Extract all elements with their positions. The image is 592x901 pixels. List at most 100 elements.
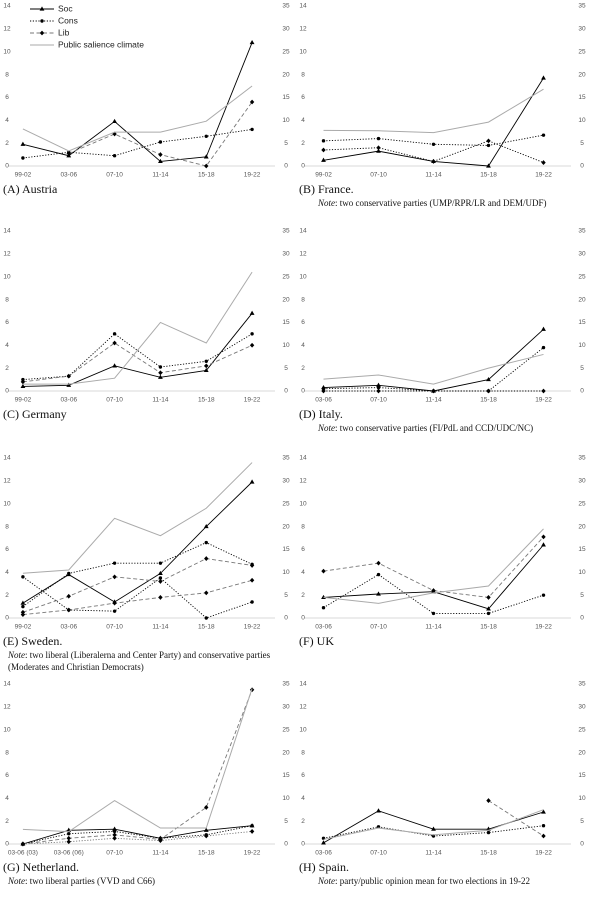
x-tick-label: 19-22 xyxy=(244,397,261,404)
marker xyxy=(39,30,45,36)
y2-tick-label: 15 xyxy=(578,94,586,101)
y-tick-label: 0 xyxy=(5,841,9,848)
note: Note: two conservative parties (UMP/RPR/… xyxy=(318,197,592,209)
series-line xyxy=(22,462,253,574)
x-tick-label: 03-06 (06) xyxy=(54,850,84,857)
marker xyxy=(66,373,71,379)
panel: 0 2 4 6 8 10 12 14 0 5 10 15 20 25 30 35 99-02 07-10 11-14… xyxy=(299,3,586,179)
marker xyxy=(376,382,381,387)
y2-tick-label: 25 xyxy=(578,500,586,507)
x-tick-label: 99-02 xyxy=(15,624,32,631)
x-tick-label: 19-22 xyxy=(535,172,552,179)
y2-tick-label: 25 xyxy=(282,500,290,507)
marker xyxy=(249,342,255,348)
marker xyxy=(249,479,255,484)
y2-tick-label: 5 xyxy=(284,592,288,599)
series-line xyxy=(323,328,544,392)
x-tick-label: 11-14 xyxy=(425,397,442,404)
marker xyxy=(486,143,491,148)
y-tick-label: 14 xyxy=(299,228,307,235)
marker xyxy=(541,534,546,540)
marker xyxy=(249,829,255,834)
series-line xyxy=(323,88,544,134)
x-tick-label: 03-06 xyxy=(315,624,332,631)
y2-tick-label: 15 xyxy=(578,319,586,326)
marker xyxy=(39,6,45,11)
note-label: Note xyxy=(8,876,25,886)
marker xyxy=(541,388,546,394)
y-tick-label: 14 xyxy=(299,455,307,462)
y-tick-label: 10 xyxy=(299,500,307,507)
y-tick-label: 12 xyxy=(299,478,307,485)
y2-tick-label: 0 xyxy=(284,388,288,395)
y2-tick-label: 30 xyxy=(282,26,290,33)
y-tick-label: 2 xyxy=(5,365,9,372)
y2-tick-label: 0 xyxy=(580,841,584,848)
panel: 0 2 4 6 8 10 12 14 0 5 10 15 20 25 30 35 03-06 (03) 03-06… xyxy=(3,681,290,857)
x-tick-label: 15-18 xyxy=(480,397,497,404)
y-tick-label: 2 xyxy=(301,592,305,599)
marker xyxy=(112,131,117,137)
panel: 0 2 4 6 8 10 12 14 0 5 10 15 20 25 30 35 99-02 03-06 07-10… xyxy=(3,455,290,631)
marker xyxy=(204,556,209,561)
y2-tick-label: 5 xyxy=(284,365,288,372)
marker xyxy=(376,560,381,566)
series-line xyxy=(22,688,253,833)
y-tick-label: 12 xyxy=(299,251,307,258)
note: Note: party/public opinion mean for two … xyxy=(318,875,592,887)
x-tick-label: 03-06 xyxy=(60,397,77,404)
y2-tick-label: 35 xyxy=(282,3,290,10)
marker xyxy=(158,576,163,580)
y2-tick-label: 25 xyxy=(578,726,586,733)
series-line xyxy=(323,77,544,167)
x-tick-label: 03-06 xyxy=(60,172,77,179)
y2-tick-label: 0 xyxy=(580,615,584,622)
y-tick-label: 12 xyxy=(3,26,11,33)
y2-tick-label: 15 xyxy=(282,94,290,101)
y2-tick-label: 25 xyxy=(282,726,290,733)
y2-tick-label: 30 xyxy=(282,251,290,258)
y2-tick-label: 25 xyxy=(578,273,586,280)
note-label: Note xyxy=(318,876,335,886)
y-tick-label: 2 xyxy=(5,592,9,599)
marker xyxy=(541,326,546,331)
x-tick-label: 07-10 xyxy=(106,850,123,857)
marker xyxy=(249,99,255,105)
y-tick-label: 14 xyxy=(299,3,307,10)
y2-tick-label: 10 xyxy=(578,569,586,576)
x-tick-label: 19-22 xyxy=(244,850,261,857)
series-line xyxy=(22,825,253,845)
y-tick-label: 4 xyxy=(5,342,9,349)
x-tick-label: 15-18 xyxy=(198,624,215,631)
y-tick-label: 4 xyxy=(5,569,9,576)
marker xyxy=(158,579,163,584)
marker xyxy=(541,75,546,80)
marker xyxy=(204,363,209,369)
marker xyxy=(112,574,117,580)
y-tick-label: 10 xyxy=(3,726,11,733)
marker xyxy=(431,388,436,394)
y2-tick-label: 30 xyxy=(578,478,586,485)
y2-tick-label: 15 xyxy=(282,546,290,553)
y-tick-label: 8 xyxy=(301,523,305,530)
x-tick-label: 19-22 xyxy=(244,172,261,179)
marker xyxy=(321,157,326,162)
y-tick-label: 14 xyxy=(3,228,11,235)
marker xyxy=(21,575,25,579)
y2-tick-label: 10 xyxy=(578,342,586,349)
y2-tick-label: 35 xyxy=(282,455,290,462)
note-label: Note xyxy=(318,423,335,433)
x-tick-label: 03-06 xyxy=(315,397,332,404)
y-tick-label: 10 xyxy=(299,726,307,733)
marker xyxy=(67,832,71,836)
marker xyxy=(112,118,117,124)
x-tick-label: 99-02 xyxy=(315,172,332,179)
x-tick-label: 99-02 xyxy=(15,172,32,179)
caption: (E) Sweden. xyxy=(3,634,63,648)
caption: (C) Germany xyxy=(3,407,67,421)
marker xyxy=(158,570,163,576)
marker xyxy=(112,826,117,831)
y2-tick-label: 10 xyxy=(578,795,586,802)
panel: 0 2 4 6 8 10 12 14 0 5 10 15 20 25 30 35 99-02 03-06 07-10… xyxy=(3,228,290,404)
